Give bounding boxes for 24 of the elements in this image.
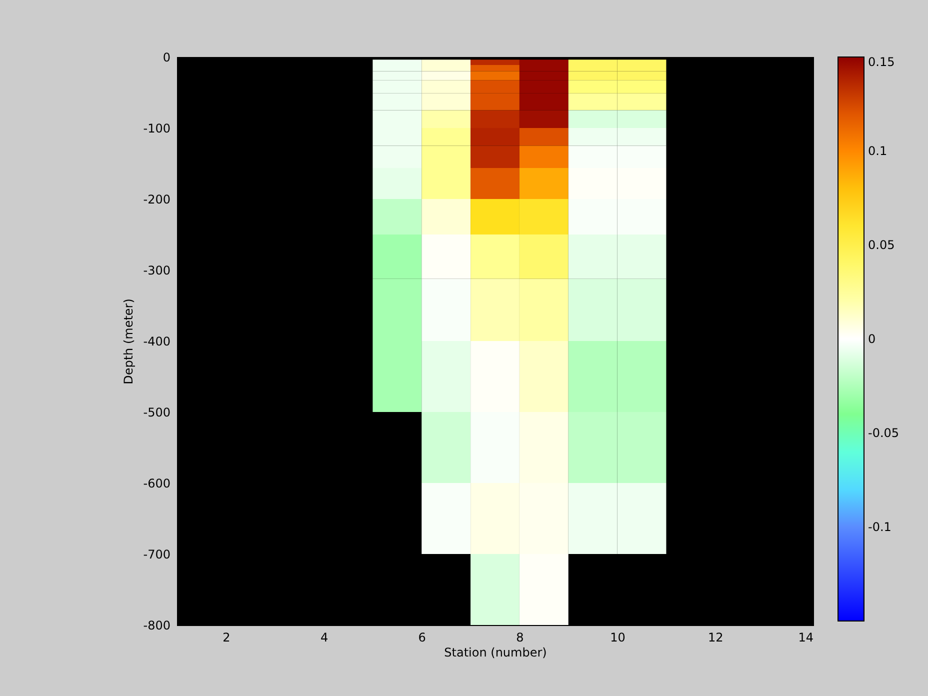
color-bar-label: 0 [868, 332, 876, 346]
y-tick-label: -600 [143, 476, 170, 490]
y-tick-label: -800 [143, 618, 170, 632]
color-bar-label: 0.15 [868, 55, 895, 69]
y-tick-label: -400 [143, 334, 170, 348]
color-bar-label: -0.1 [868, 520, 892, 534]
x-tick-label: 10 [610, 630, 626, 644]
x-tick-label: 4 [320, 630, 328, 644]
y-tick-label: -300 [143, 264, 170, 278]
y-tick-label: -200 [143, 192, 170, 206]
x-tick-label: 14 [798, 630, 814, 644]
y-tick-label: -100 [143, 122, 170, 136]
x-axis-title: Station (number) [444, 646, 547, 660]
y-tick-label: -500 [143, 406, 170, 420]
x-tick-label: 12 [708, 630, 724, 644]
color-bar-label: -0.05 [868, 426, 900, 440]
y-axis-title: Depth (meter) [121, 298, 136, 384]
x-tick-label: 8 [516, 630, 524, 644]
y-tick-label: -700 [143, 548, 170, 562]
x-tick-label: 2 [222, 630, 230, 644]
y-tick-label: 0 [162, 50, 170, 64]
x-tick-label: 6 [418, 630, 426, 644]
color-bar-label: 0.05 [868, 238, 895, 252]
color-bar-label: 0.1 [868, 144, 888, 158]
